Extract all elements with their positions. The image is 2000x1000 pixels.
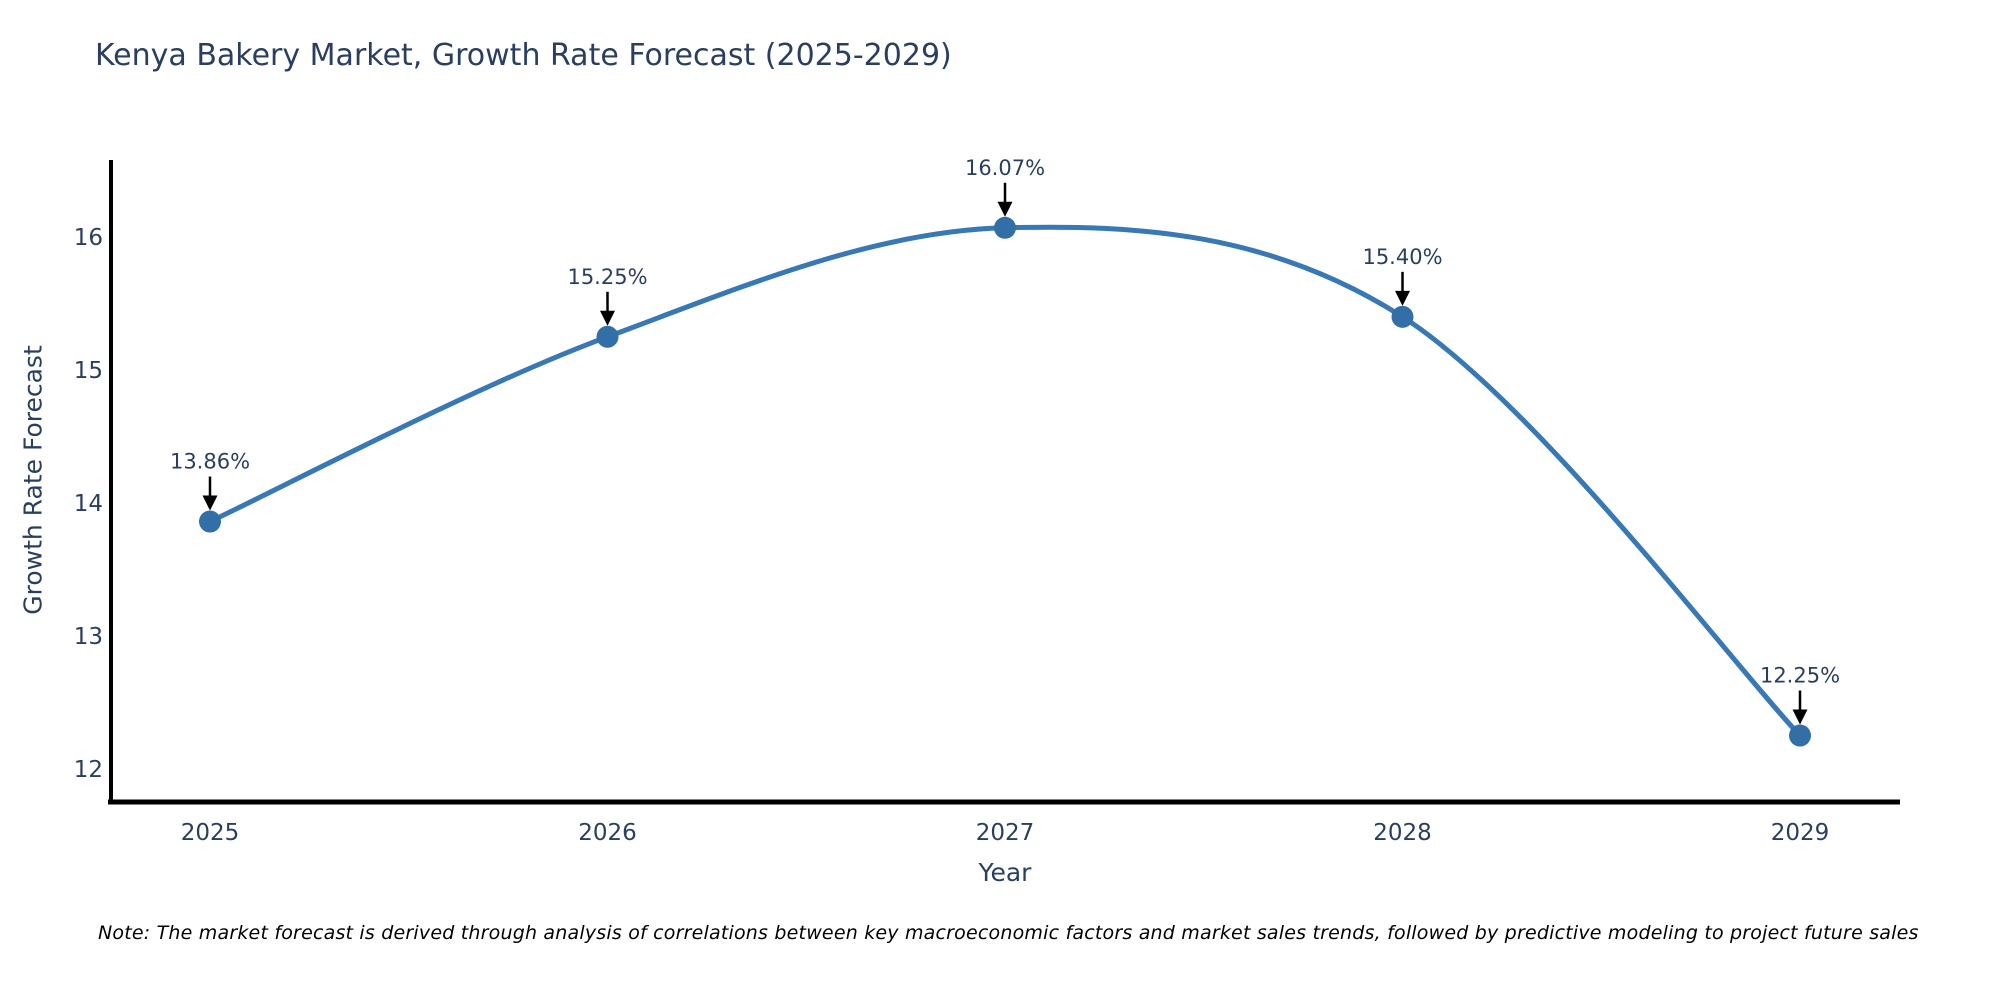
x-tick-label: 2025 <box>181 820 240 846</box>
point-annotation-label: 15.40% <box>1362 245 1442 269</box>
x-tick-label: 2027 <box>976 820 1035 846</box>
y-tick-label: 13 <box>74 624 103 650</box>
annotation-arrowhead <box>600 310 615 326</box>
y-tick-label: 15 <box>74 358 103 384</box>
y-tick-label: 12 <box>74 757 103 783</box>
point-annotation-label: 13.86% <box>170 450 250 474</box>
data-point-marker <box>1789 724 1811 747</box>
point-annotation-label: 16.07% <box>965 156 1045 180</box>
data-point-marker <box>199 510 221 533</box>
annotation-arrowhead <box>202 495 218 511</box>
x-tick-label: 2028 <box>1373 820 1432 846</box>
data-point-marker <box>1391 305 1414 328</box>
chart-title: Kenya Bakery Market, Growth Rate Forecas… <box>95 38 952 73</box>
annotation-arrowhead <box>1792 709 1808 725</box>
point-annotation-label: 12.25% <box>1760 664 1840 688</box>
data-point-marker <box>994 216 1016 239</box>
forecast-line <box>207 224 1803 738</box>
annotation-arrowhead <box>1395 290 1410 306</box>
footnote: Note: The market forecast is derived thr… <box>98 922 1919 944</box>
data-point-marker <box>596 325 619 348</box>
y-tick-label: 14 <box>74 491 103 517</box>
x-tick-label: 2026 <box>578 820 637 846</box>
point-annotation-label: 15.25% <box>567 265 647 289</box>
y-tick-label: 16 <box>74 225 103 251</box>
x-axis-title: Year <box>978 858 1032 887</box>
annotation-arrowhead <box>997 201 1013 217</box>
x-tick-label: 2029 <box>1771 820 1830 846</box>
